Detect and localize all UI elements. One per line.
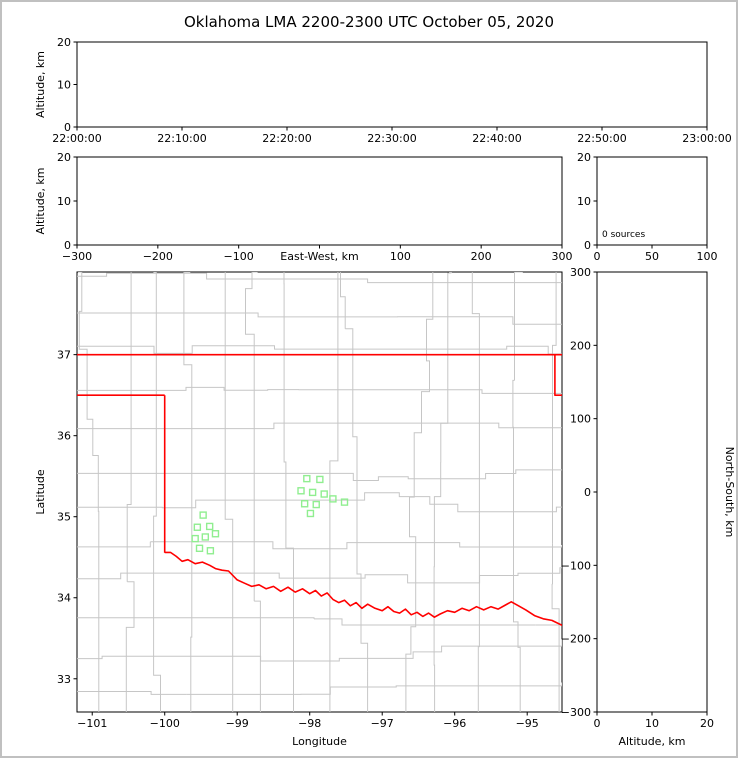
x-tick-label: 0 (594, 717, 601, 730)
x-tick-label: 200 (471, 250, 492, 263)
station-marker (191, 534, 199, 543)
station-marker (193, 523, 202, 531)
station-marker (297, 487, 305, 495)
panel-frame (76, 271, 563, 713)
x-tick-label: −100 (150, 717, 180, 730)
y-tick-label: 0 (584, 486, 591, 499)
x-tick-label: −99 (226, 717, 249, 730)
y-tick-label: 10 (577, 195, 591, 208)
x-tick-label: 100 (697, 250, 718, 263)
x-tick-label: 0 (594, 250, 601, 263)
x-tick-label: 50 (645, 250, 659, 263)
y-tick-label: 20 (57, 151, 71, 164)
x-tick-label: 22:40:00 (472, 132, 521, 145)
x-axis-label: East-West, km (280, 250, 358, 263)
panel-frame (76, 156, 563, 246)
x-tick-label: 22:20:00 (262, 132, 311, 145)
y-tick-label: 0 (64, 239, 71, 252)
x-tick-label: 23:00:00 (682, 132, 731, 145)
figure-title: Oklahoma LMA 2200-2300 UTC October 05, 2… (183, 13, 555, 31)
panel-ew_height: −300 −200 −100 100 200 300 0 10 20 East-West, km A… (34, 151, 573, 263)
y-tick-label: 10 (57, 79, 71, 92)
station-marker (206, 547, 215, 555)
x-tick-label: −101 (77, 717, 107, 730)
panel-time_height: 22:00:00 22:10:00 22:20:00 22:30:00 22:40:00… (34, 36, 732, 145)
station-marker (306, 509, 315, 518)
sources-annotation: 0 sources (602, 230, 645, 240)
x-tick-label: −100 (224, 250, 254, 263)
panel-ns_height: 0 10 20 −300 −200 −100 0 100 200 300 Altitude, km N… (561, 266, 736, 748)
x-tick-label: −96 (443, 717, 466, 730)
y-axis-label: Altitude, km (34, 51, 47, 118)
y-tick-label: −200 (561, 633, 591, 646)
station-marker (316, 475, 324, 484)
y-tick-label: 20 (577, 151, 591, 164)
x-tick-label: −95 (516, 717, 539, 730)
map-layers (77, 272, 562, 712)
x-axis-label: Altitude, km (618, 735, 685, 748)
station-marker (329, 495, 337, 503)
y-tick-label: 100 (570, 413, 591, 426)
y-tick-label: 37 (57, 349, 71, 362)
y-tick-label: 33 (57, 673, 71, 686)
station-marker (205, 522, 214, 531)
y-axis-label: Altitude, km (34, 167, 47, 234)
x-tick-label: 100 (390, 250, 411, 263)
station-marker (340, 498, 349, 506)
station-marker (308, 488, 317, 497)
y-tick-label: 10 (57, 195, 71, 208)
station-marker (320, 490, 328, 498)
y-tick-label: 36 (57, 430, 71, 443)
x-tick-label: 300 (552, 250, 573, 263)
panel-src_hist: 0 50 100 0 10 20 0 sources (577, 151, 718, 263)
y-tick-label: 0 (584, 239, 591, 252)
station-marker (300, 500, 309, 508)
x-tick-label: 22:10:00 (157, 132, 206, 145)
y-tick-label: −300 (561, 706, 591, 719)
panel-plan_map: −101 −100 −99 −98 −97 −96 −95 33 34 35 36 37 Longitu… (34, 271, 563, 748)
station-marker (201, 533, 210, 541)
y-tick-label: 34 (57, 592, 71, 605)
station-marker (312, 500, 320, 509)
x-tick-label: 22:50:00 (577, 132, 626, 145)
x-tick-label: −97 (371, 717, 394, 730)
panel-frame (76, 41, 708, 128)
panel-frame (596, 271, 708, 713)
y-tick-label: 300 (570, 266, 591, 279)
x-tick-label: 22:00:00 (52, 132, 101, 145)
x-tick-label: 20 (700, 717, 714, 730)
x-tick-label: −200 (143, 250, 173, 263)
y-tick-label: 20 (57, 36, 71, 49)
county-lines (77, 272, 562, 712)
station-marker (195, 544, 204, 553)
y-tick-label: 35 (57, 511, 71, 524)
state-border (77, 353, 562, 627)
y-tick-label: −100 (561, 559, 591, 572)
x-tick-label: 22:30:00 (367, 132, 416, 145)
x-tick-label: −300 (62, 250, 92, 263)
station-marker (211, 530, 220, 538)
station-marker (303, 474, 311, 483)
y-tick-label: 200 (570, 339, 591, 352)
x-axis-label: Longitude (292, 735, 347, 748)
lma-stations (191, 474, 349, 555)
x-tick-label: −98 (298, 717, 321, 730)
right-axis-label: North-South, km (723, 447, 736, 538)
y-tick-label: 0 (64, 121, 71, 134)
y-axis-label: Latitude (34, 469, 47, 515)
station-marker (199, 511, 207, 519)
x-tick-label: 10 (645, 717, 659, 730)
